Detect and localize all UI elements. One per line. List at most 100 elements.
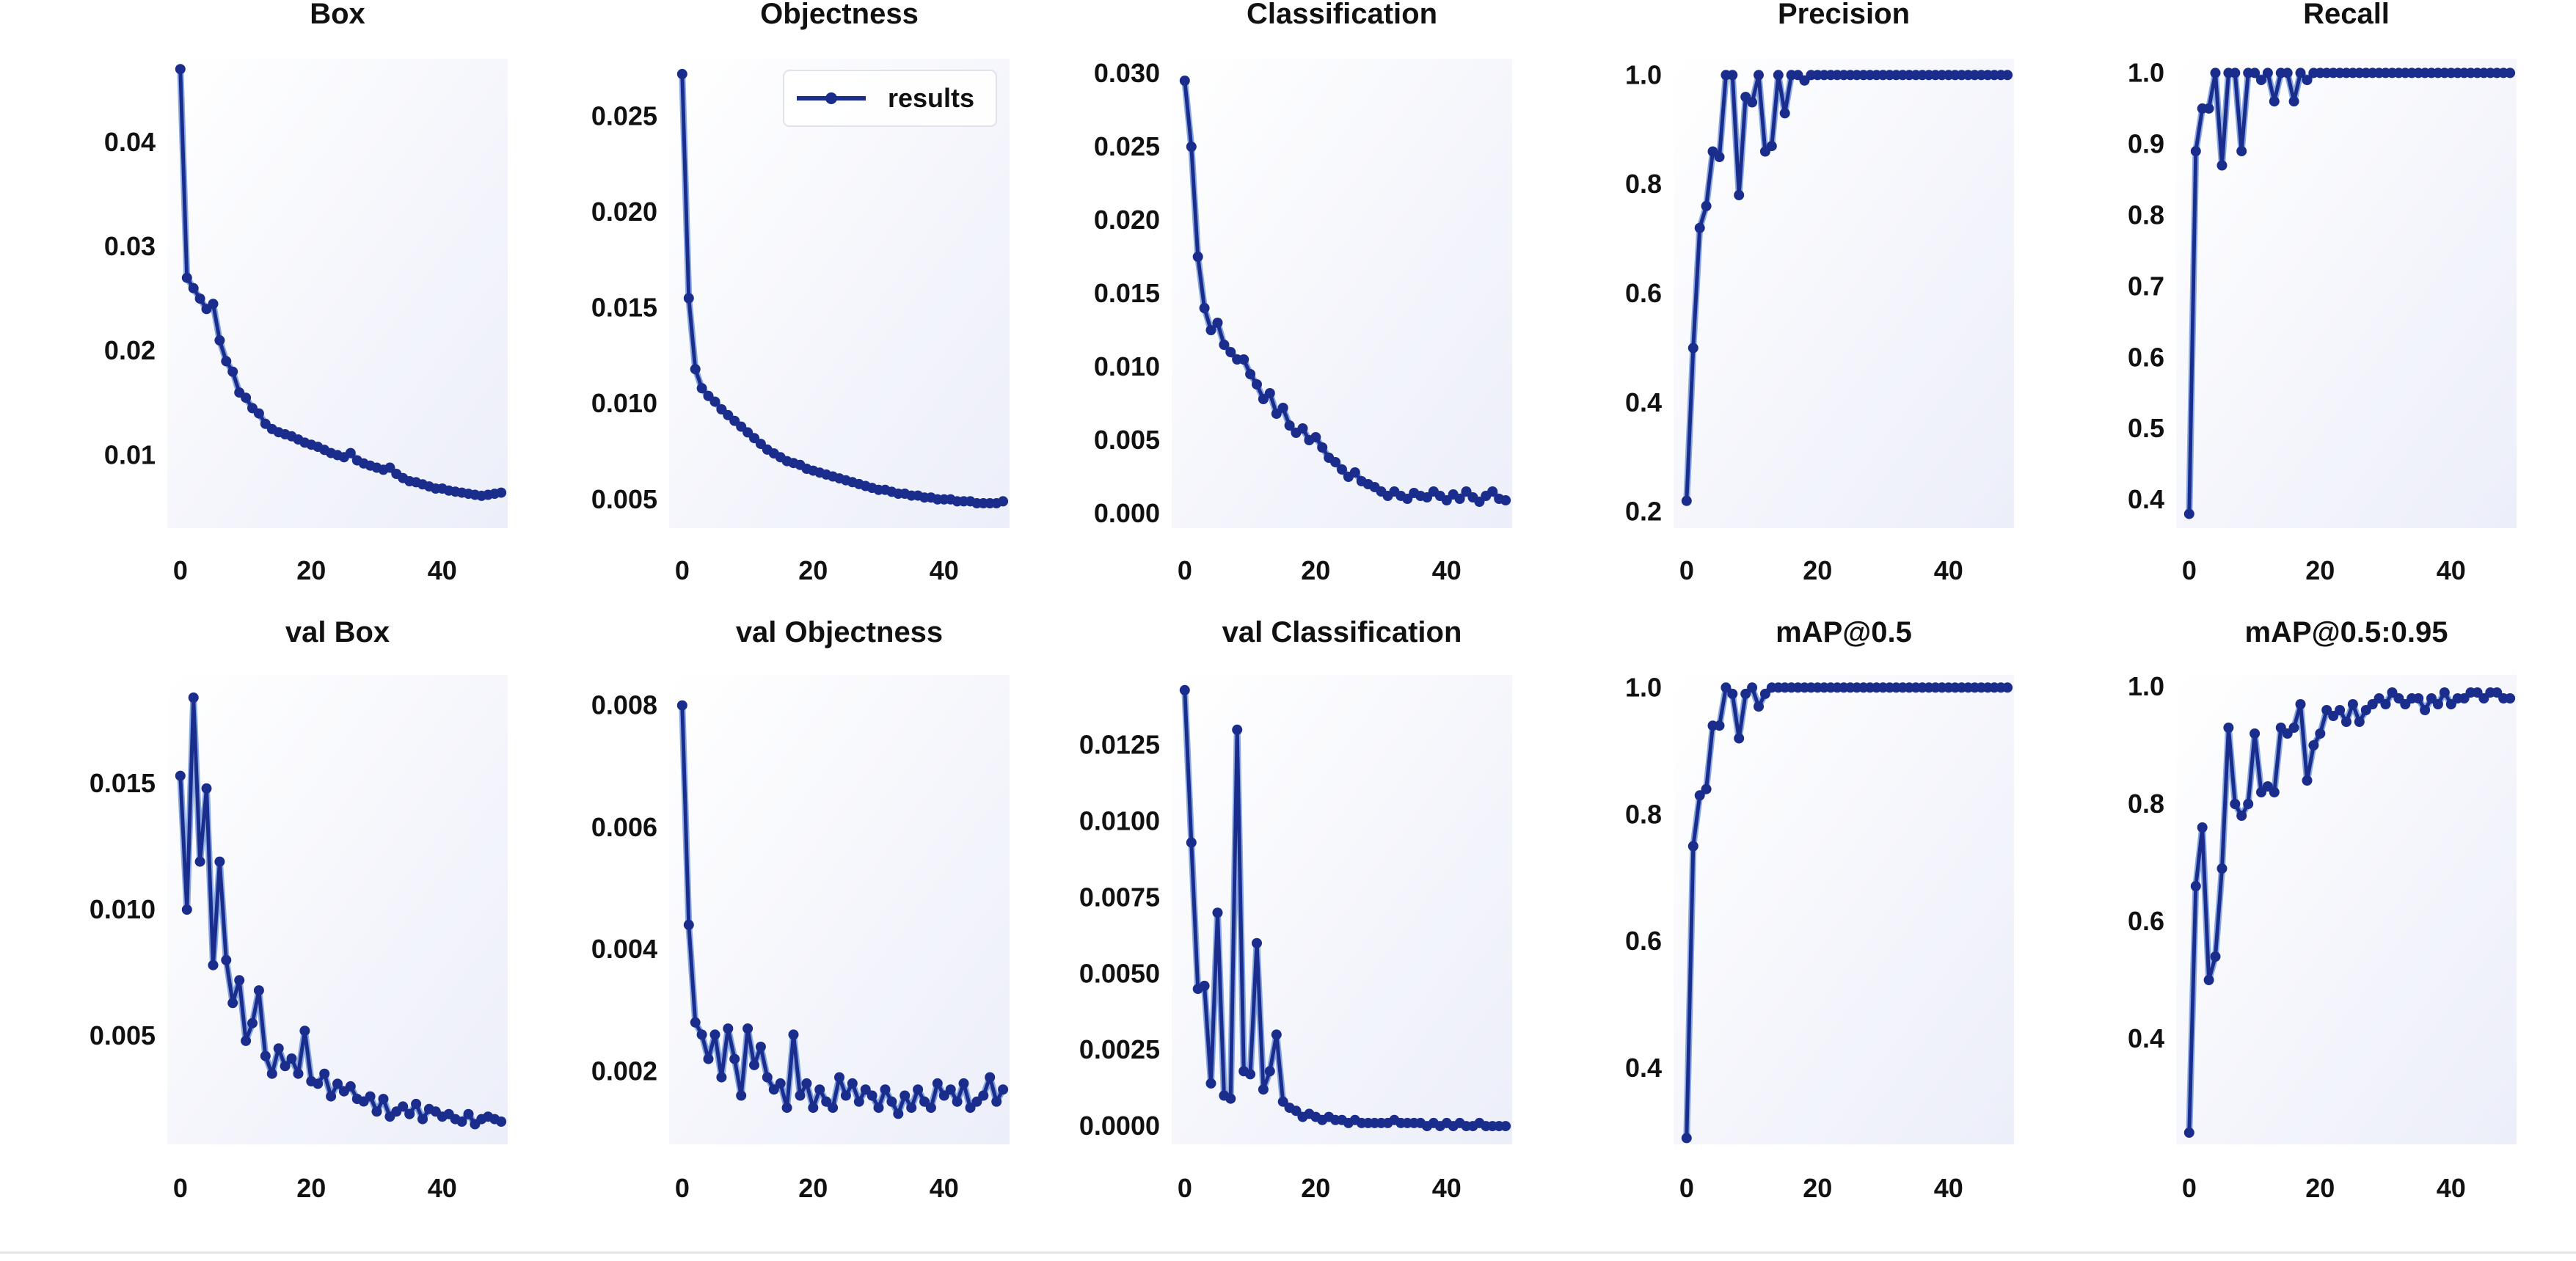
y-tick-label: 0.008 bbox=[591, 690, 657, 720]
data-point bbox=[1500, 1121, 1511, 1132]
y-tick-label: 0.6 bbox=[1625, 278, 1662, 308]
panel-val-classification: val Classification 0.0000 0.0025 0.0050 0.00… bbox=[1079, 616, 1512, 1203]
data-point bbox=[1192, 252, 1203, 262]
data-point bbox=[181, 272, 192, 283]
data-point bbox=[1714, 720, 1725, 731]
panel-map-0-5: mAP@0.5 0.4 0.6 0.8 1.0 0 20 40 bbox=[1625, 616, 2014, 1203]
data-point bbox=[958, 1078, 969, 1089]
data-point bbox=[260, 1050, 271, 1061]
data-point bbox=[2183, 1127, 2194, 1138]
data-point bbox=[2341, 717, 2351, 727]
data-point bbox=[1225, 347, 1236, 357]
y-tick-label: 0.030 bbox=[1094, 58, 1160, 88]
x-tick-label: 0 bbox=[675, 1173, 690, 1203]
data-point bbox=[985, 1072, 996, 1083]
data-point bbox=[1349, 467, 1360, 478]
data-point bbox=[326, 1091, 337, 1102]
data-point bbox=[1317, 442, 1328, 453]
data-point bbox=[227, 998, 238, 1009]
data-point bbox=[1500, 495, 1511, 505]
data-point bbox=[880, 1084, 891, 1095]
data-point bbox=[1454, 494, 1465, 504]
data-point bbox=[873, 1103, 884, 1114]
panel-title: Classification bbox=[1247, 0, 1437, 30]
data-point bbox=[2360, 705, 2371, 715]
data-point bbox=[762, 1072, 773, 1083]
panel-recall: Recall 0.4 0.5 0.6 0.7 0.8 0.9 1.0 0 20 40 bbox=[2128, 0, 2517, 585]
data-point bbox=[411, 1098, 422, 1109]
data-point bbox=[1687, 343, 1699, 354]
data-point bbox=[299, 1026, 310, 1037]
data-point bbox=[690, 364, 701, 375]
data-point bbox=[925, 1103, 936, 1114]
data-point bbox=[1766, 141, 1777, 152]
data-point bbox=[371, 1106, 382, 1117]
x-tick-label: 40 bbox=[2437, 555, 2466, 585]
data-point bbox=[247, 1017, 258, 1028]
x-tick-label: 0 bbox=[173, 555, 188, 585]
data-point bbox=[1687, 841, 1699, 852]
data-point bbox=[2505, 67, 2516, 78]
data-point bbox=[709, 396, 720, 407]
x-tick-label: 20 bbox=[798, 1173, 828, 1203]
data-point bbox=[2288, 723, 2299, 733]
data-point bbox=[1252, 937, 1262, 949]
y-tick-label: 0.005 bbox=[1094, 425, 1160, 455]
y-tick-label: 0.8 bbox=[1625, 799, 1662, 829]
data-point bbox=[1721, 682, 1732, 693]
data-point bbox=[221, 954, 232, 965]
data-point bbox=[2183, 508, 2194, 519]
data-point bbox=[965, 1103, 976, 1114]
y-tick-label: 0.7 bbox=[2128, 271, 2164, 301]
data-point bbox=[1179, 76, 1190, 86]
data-point bbox=[1271, 1029, 1282, 1040]
data-point bbox=[971, 1096, 982, 1107]
x-tick-label: 0 bbox=[173, 1173, 188, 1203]
panel-title: Box bbox=[310, 0, 365, 30]
data-point bbox=[2256, 75, 2266, 86]
data-point bbox=[2321, 705, 2332, 715]
y-tick-label: 0.5 bbox=[2128, 413, 2164, 443]
data-point bbox=[266, 1068, 277, 1079]
data-point bbox=[2387, 687, 2398, 698]
bottom-divider bbox=[0, 1251, 2576, 1254]
data-point bbox=[378, 1094, 389, 1105]
x-tick-label: 0 bbox=[1679, 1173, 1694, 1203]
data-point bbox=[2302, 775, 2313, 786]
y-tick-label: 0.020 bbox=[591, 197, 657, 227]
x-tick-label: 20 bbox=[798, 555, 828, 585]
data-point bbox=[729, 1053, 740, 1064]
x-tick-label: 20 bbox=[1803, 1173, 1832, 1203]
y-tick-label: 0.6 bbox=[2128, 342, 2164, 372]
data-point bbox=[886, 1096, 897, 1107]
data-point bbox=[2262, 67, 2273, 78]
data-point bbox=[2210, 951, 2221, 962]
data-point bbox=[404, 1108, 415, 1119]
data-point bbox=[1245, 1069, 1256, 1080]
data-point bbox=[456, 1116, 467, 1127]
data-point bbox=[2190, 146, 2201, 157]
data-point bbox=[1754, 701, 1764, 712]
data-point bbox=[463, 1108, 474, 1119]
data-point bbox=[496, 1116, 507, 1127]
data-point bbox=[1747, 682, 1758, 693]
plot-area bbox=[669, 59, 1010, 528]
y-tick-label: 0.8 bbox=[2128, 200, 2164, 230]
data-point bbox=[2315, 728, 2326, 739]
data-point bbox=[2203, 103, 2214, 114]
data-point bbox=[795, 1090, 806, 1101]
x-tick-label: 20 bbox=[2305, 1173, 2335, 1203]
data-point bbox=[332, 1078, 343, 1089]
data-point bbox=[919, 1096, 930, 1107]
panel-classification: Classification 0.000 0.005 0.010 0.015 0.020 0… bbox=[1094, 0, 1512, 585]
data-point bbox=[214, 335, 225, 346]
y-tick-label: 0.005 bbox=[591, 484, 657, 514]
data-point bbox=[913, 1084, 924, 1095]
data-point bbox=[1245, 369, 1256, 379]
data-point bbox=[1284, 420, 1295, 431]
data-point bbox=[2380, 699, 2391, 709]
y-tick-label: 0.010 bbox=[90, 894, 156, 924]
y-tick-label: 0.6 bbox=[2128, 906, 2164, 936]
data-point bbox=[2459, 693, 2470, 703]
y-tick-label: 0.010 bbox=[1094, 351, 1160, 381]
